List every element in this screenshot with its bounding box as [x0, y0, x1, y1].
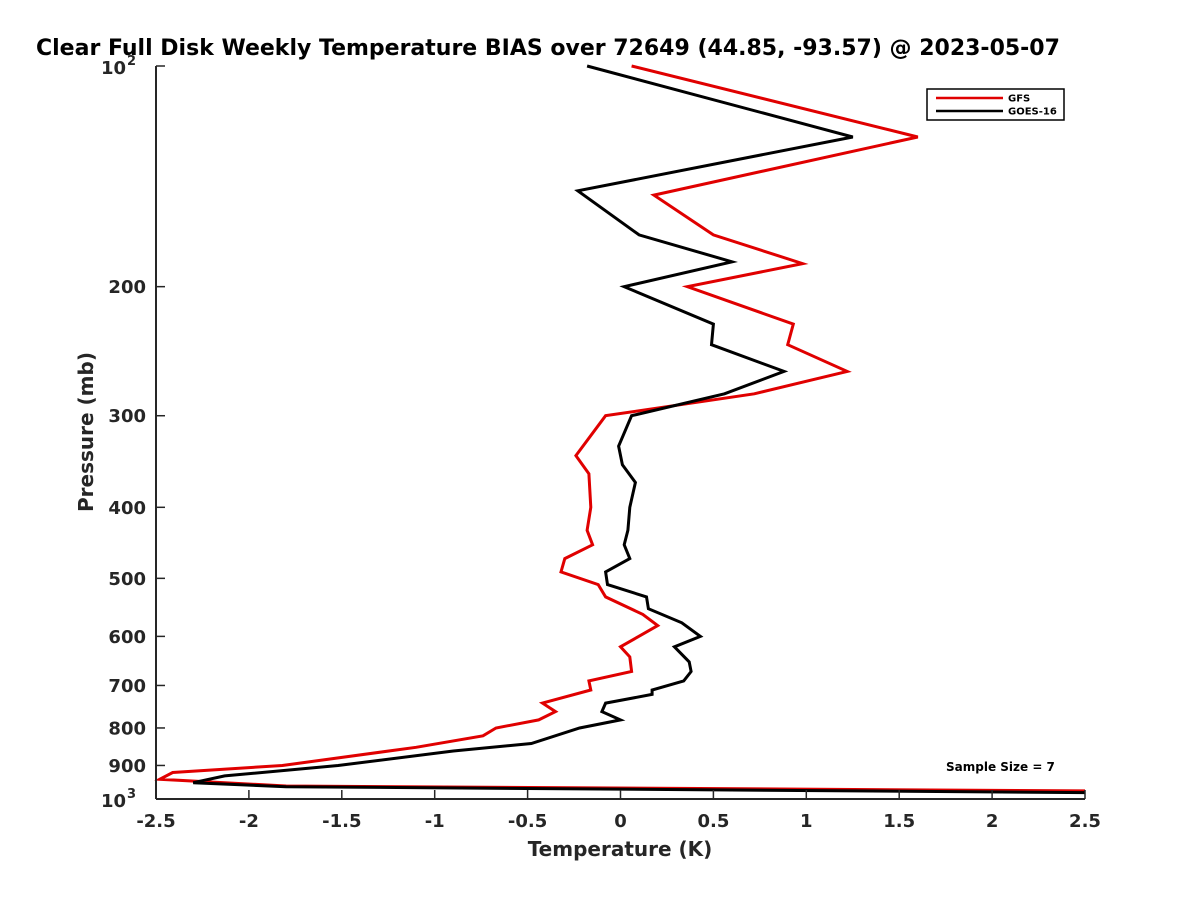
legend-box: [926, 88, 1065, 121]
y-tick-label: 400: [108, 498, 146, 519]
legend-label-goes-16: GOES-16: [1008, 107, 1057, 118]
series-line-goes-16: [192, 64, 1086, 795]
y-decade-exponent: 2: [127, 54, 136, 69]
plot-background: [156, 66, 1085, 799]
y-tick-label: 300: [108, 406, 146, 427]
legend: GFS GOES-16: [926, 88, 1065, 121]
sample-size-annotation: Sample Size = 7: [946, 760, 1055, 774]
plot-area: -2.5 -2 -1.5 -1 -0.5 0 0.5 1 1.5 2 2.5 200 300 400 50…: [101, 54, 1101, 832]
x-axis-label: Temperature (K): [528, 837, 713, 861]
legend-label-gfs: GFS: [1008, 94, 1030, 105]
series-line-gfs: [154, 64, 1086, 793]
x-tick-label: -2.5: [136, 811, 175, 832]
x-tick-label: 1.5: [883, 811, 915, 832]
y-tick-label: 600: [108, 627, 146, 648]
y-tick-label: 200: [108, 277, 146, 298]
x-tick-label: -2: [239, 811, 259, 832]
x-ticks: -2.5 -2 -1.5 -1 -0.5 0 0.5 1 1.5 2 2.5: [136, 790, 1101, 832]
x-tick-label: 0.5: [697, 811, 729, 832]
y-decade-base: 10: [101, 791, 126, 812]
y-tick-label: 800: [108, 718, 146, 739]
chart-title: Clear Full Disk Weekly Temperature BIAS …: [36, 36, 1060, 61]
series-layer: [154, 64, 1086, 795]
y-tick-label: 700: [108, 676, 146, 697]
x-tick-label: 0: [614, 811, 627, 832]
x-tick-label: 1: [800, 811, 813, 832]
y-tick-label: 500: [108, 569, 146, 590]
y-decade-label: 10 3: [101, 787, 136, 812]
x-tick-label: -0.5: [508, 811, 547, 832]
x-tick-label: 2: [986, 811, 999, 832]
y-decade-exponent: 3: [127, 787, 136, 802]
y-decade-label: 10 2: [101, 54, 136, 79]
y-decade-base: 10: [101, 58, 126, 79]
x-tick-label: -1: [425, 811, 445, 832]
y-tick-label: 900: [108, 756, 146, 777]
x-tick-label: -1.5: [322, 811, 361, 832]
x-tick-label: 2.5: [1069, 811, 1101, 832]
y-axis-label: Pressure (mb): [74, 352, 98, 512]
